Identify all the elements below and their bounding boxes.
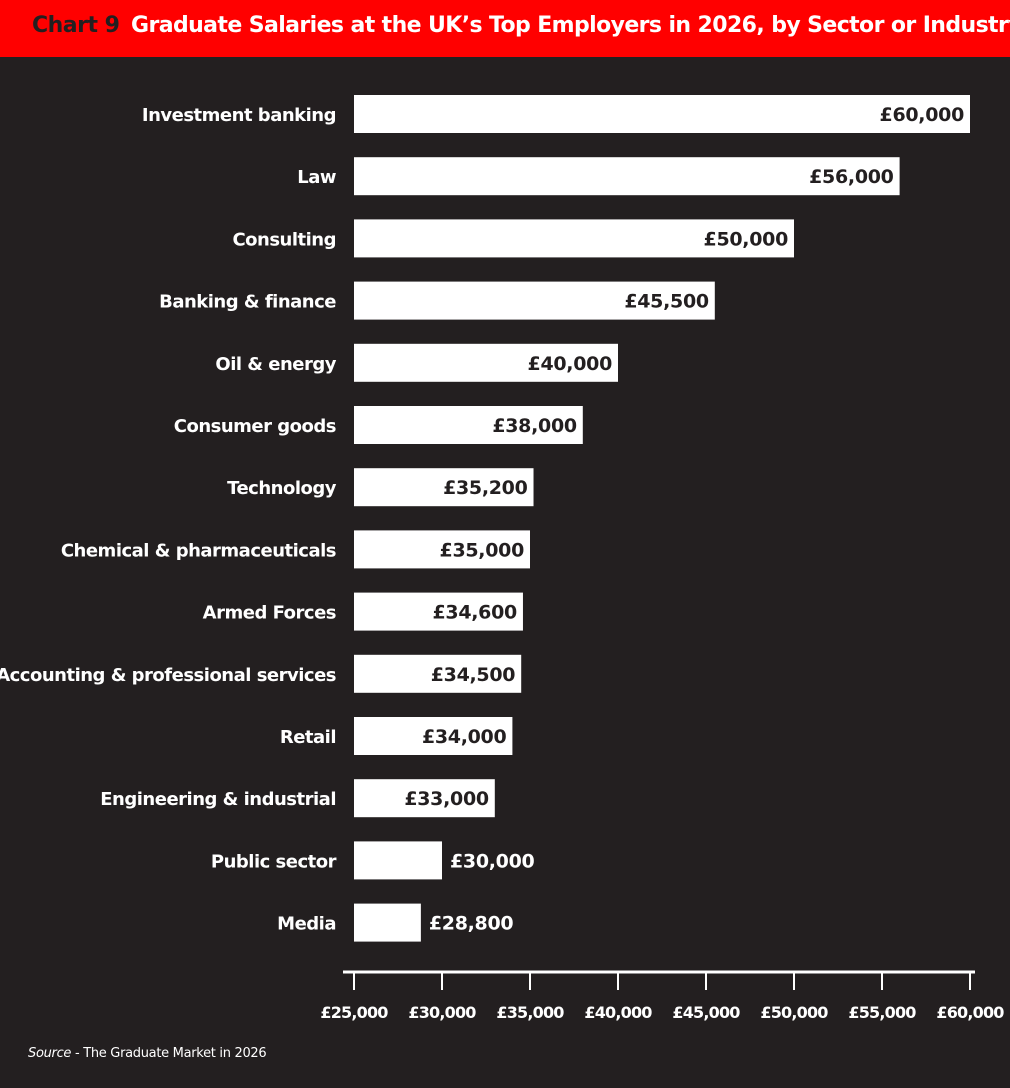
data-label: £34,500 xyxy=(431,664,516,686)
bar xyxy=(354,406,583,444)
source-note: Source - The Graduate Market in 2026 xyxy=(28,1046,267,1061)
x-tick-label: £25,000 xyxy=(320,1003,388,1022)
category-label: Technology xyxy=(227,478,337,499)
chart-title: Graduate Salaries at the UK’s Top Employ… xyxy=(131,13,1010,38)
category-label: Public sector xyxy=(211,851,337,872)
bar xyxy=(354,95,970,133)
bar xyxy=(354,903,421,942)
source-label: Source xyxy=(28,1046,72,1061)
category-label: Armed Forces xyxy=(203,603,336,624)
data-label: £30,000 xyxy=(450,850,535,872)
category-label: Oil & energy xyxy=(215,354,336,375)
x-tick-label: £60,000 xyxy=(936,1003,1004,1022)
category-label: Investment banking xyxy=(142,105,336,126)
data-label: £28,800 xyxy=(429,913,514,935)
bar xyxy=(354,468,534,507)
chart-number: Chart 9 xyxy=(32,13,120,38)
data-label: £50,000 xyxy=(704,228,789,250)
data-label: £45,500 xyxy=(624,291,709,313)
data-label: £40,000 xyxy=(528,353,613,375)
data-label: £38,000 xyxy=(492,415,577,437)
category-label: Consumer goods xyxy=(174,416,336,437)
bar xyxy=(354,592,523,631)
x-tick-label: £50,000 xyxy=(760,1003,828,1022)
bar xyxy=(354,157,900,196)
bar xyxy=(354,841,442,880)
data-label: £35,200 xyxy=(443,477,528,499)
x-tick-label: £45,000 xyxy=(672,1003,740,1022)
x-tick-label: £40,000 xyxy=(584,1003,652,1022)
chart-header: Chart 9 Graduate Salaries at the UK’s To… xyxy=(0,0,1010,57)
x-tick-label: £35,000 xyxy=(496,1003,564,1022)
data-label: £34,000 xyxy=(422,726,507,748)
bar xyxy=(354,717,513,755)
source-text: - The Graduate Market in 2026 xyxy=(71,1046,267,1061)
bar xyxy=(354,654,522,693)
data-label: £60,000 xyxy=(880,104,965,126)
category-label: Chemical & pharmaceuticals xyxy=(61,540,336,561)
category-label: Consulting xyxy=(232,229,336,250)
bar xyxy=(354,530,530,569)
bar xyxy=(354,779,495,818)
category-label: Banking & finance xyxy=(159,292,336,313)
category-label: Law xyxy=(297,167,336,188)
data-label: £34,600 xyxy=(433,602,518,624)
data-label: £33,000 xyxy=(404,788,489,810)
data-label: £56,000 xyxy=(809,166,894,188)
bar xyxy=(354,219,794,258)
x-tick-label: £30,000 xyxy=(408,1003,476,1022)
x-tick-label: £55,000 xyxy=(848,1003,916,1022)
category-label: Retail xyxy=(280,727,336,748)
bar xyxy=(354,281,715,320)
category-label: Engineering & industrial xyxy=(100,789,336,810)
category-label: Accounting & professional services xyxy=(0,665,336,686)
category-label: Media xyxy=(277,914,336,935)
bar xyxy=(354,343,618,382)
data-label: £35,000 xyxy=(440,539,525,561)
